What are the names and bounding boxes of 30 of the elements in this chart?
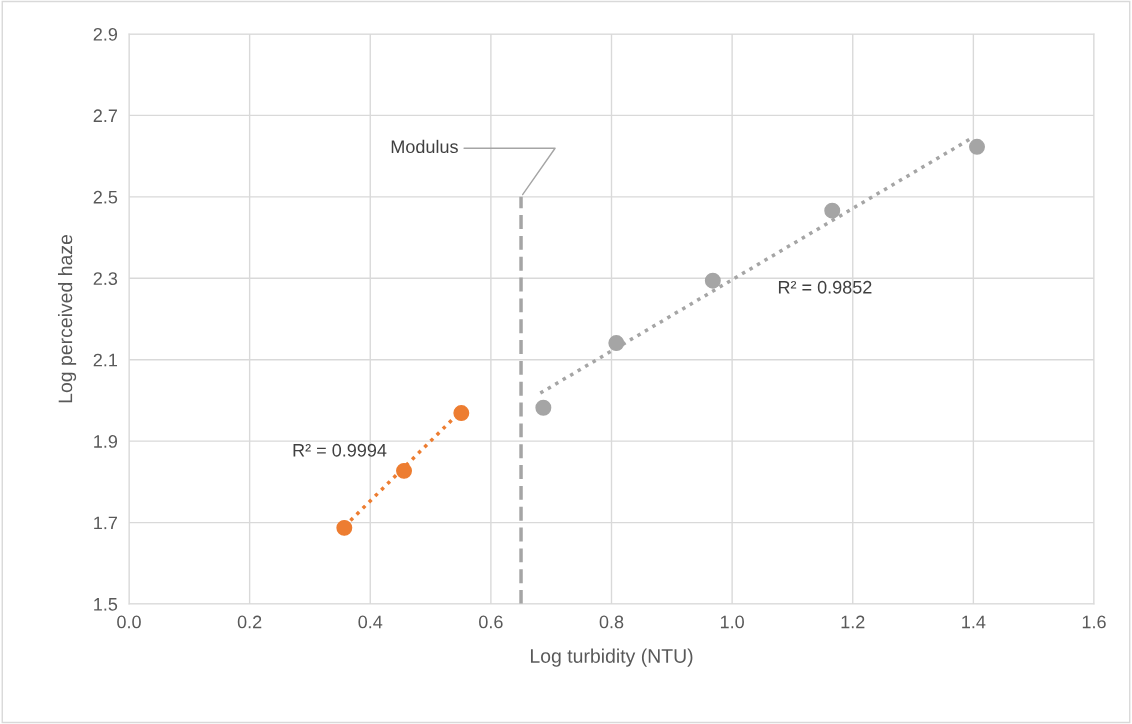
- x-tick-label: 1.4: [962, 615, 986, 629]
- x-tick-label: 0.0: [117, 615, 141, 629]
- point: [704, 272, 721, 289]
- x-tick-label: 0.4: [358, 615, 383, 629]
- y-tick-label: 1.5: [94, 598, 118, 611]
- point: [608, 335, 625, 351]
- y-tick-label: 2.3: [93, 272, 118, 286]
- y-tick-label: 2.5: [93, 190, 118, 204]
- annotation: R² = 0.9994: [293, 443, 387, 457]
- y-tick-label: 2.9: [93, 27, 118, 41]
- x-tick-label: 0.8: [599, 615, 624, 629]
- point: [396, 462, 413, 479]
- x-tick-label: 0.2: [237, 615, 262, 629]
- x-tick-label: 0.6: [479, 615, 503, 629]
- y-axis-title: Log perceived haze: [58, 235, 77, 403]
- y-tick-label: 1.9: [94, 435, 118, 448]
- x-tick-label: 1.2: [841, 615, 865, 629]
- annotation: R² = 0.9852: [778, 280, 872, 294]
- x-axis-title: Log turbidity (NTU): [530, 648, 693, 667]
- y-tick-label: 1.7: [94, 516, 117, 530]
- point: [824, 202, 841, 219]
- y-tick-label: 2.1: [93, 353, 118, 367]
- point: [535, 399, 552, 416]
- point: [969, 138, 985, 155]
- point: [453, 405, 470, 422]
- annotation: Modulus: [391, 139, 458, 154]
- x-tick-label: 1.0: [720, 615, 744, 629]
- y-tick-label: 2.7: [93, 109, 117, 122]
- x-tick-label: 1.6: [1082, 615, 1106, 629]
- point: [336, 519, 353, 536]
